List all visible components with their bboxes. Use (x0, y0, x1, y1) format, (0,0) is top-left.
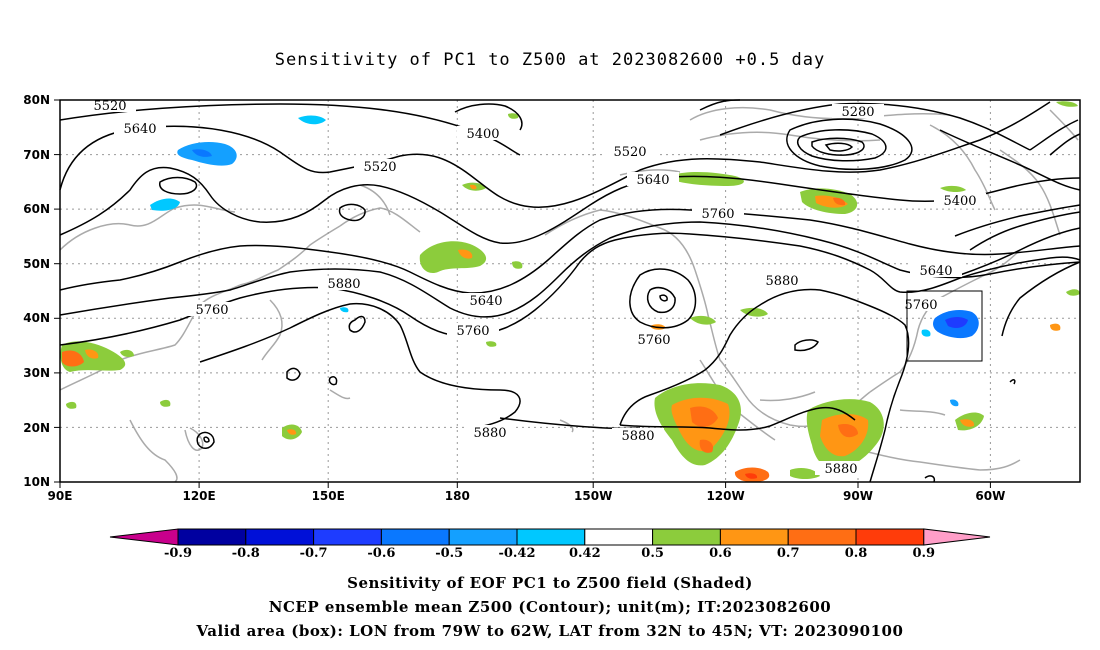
lon-tick-labels: 90E 120E 150E 180 150W 120W 90W 60W (48, 489, 1006, 503)
colorbar-segment (516, 528, 586, 546)
colorbar-label: 0.5 (641, 546, 664, 561)
lat-label-20n: 20N (23, 421, 50, 435)
contour-label: 5640 (123, 122, 156, 137)
contour-label: 5880 (473, 426, 506, 441)
contour-label: 5400 (943, 194, 976, 209)
coastlines (59, 106, 1079, 483)
colorbar-label: -0.7 (300, 546, 328, 561)
colorbar-segment (855, 528, 925, 546)
contour-label: 5280 (841, 105, 874, 120)
contour-label: 5760 (904, 298, 937, 313)
z500-contours (59, 99, 1081, 483)
lon-label-120w: 120W (706, 489, 744, 503)
figure-title: Sensitivity of PC1 to Z500 at 2023082600… (274, 50, 826, 70)
lon-label-60w: 60W (975, 489, 1005, 503)
colorbar-right-triangle (923, 528, 991, 546)
plot-frame (59, 99, 1081, 483)
footer-line-3: Valid area (box): LON from 79W to 62W, L… (196, 622, 904, 640)
lat-label-80n: 80N (23, 93, 50, 107)
lat-label-70n: 70N (23, 148, 50, 162)
lat-tick-labels: 80N 70N 60N 50N 40N 30N 20N 10N (23, 93, 50, 489)
contour-label: 5880 (621, 429, 654, 444)
lat-label-40n: 40N (23, 311, 50, 325)
contour-label: 5640 (469, 294, 502, 309)
contour-label: 5880 (765, 274, 798, 289)
colorbar-segment (177, 528, 247, 546)
colorbar-segment (719, 528, 789, 546)
contour-label: 5760 (701, 207, 734, 222)
contour-label: 5520 (363, 160, 396, 175)
lon-label-90w: 90W (843, 489, 873, 503)
lon-label-150e: 150E (312, 489, 345, 503)
colorbar-label: -0.42 (498, 546, 535, 561)
lon-label-120e: 120E (182, 489, 215, 503)
contour-label: 5520 (613, 145, 646, 160)
contour-label: 5880 (824, 462, 857, 477)
contour-label: 5640 (636, 173, 669, 188)
lon-label-90e: 90E (48, 489, 73, 503)
footer-line-2: NCEP ensemble mean Z500 (Contour); unit(… (268, 598, 832, 616)
lat-label-50n: 50N (23, 257, 50, 271)
colorbar-segment (380, 528, 450, 546)
colorbar-label: 0.7 (777, 546, 800, 561)
axis-ticks (54, 99, 991, 488)
colorbar-label: 0.8 (845, 546, 868, 561)
colorbar-segment (787, 528, 857, 546)
lat-label-30n: 30N (23, 366, 50, 380)
contour-label: 5760 (637, 333, 670, 348)
colorbar-segment (584, 528, 654, 546)
colorbar-label: 0.6 (709, 546, 732, 561)
contour-label: 5880 (327, 277, 360, 292)
contour-label: 5760 (195, 303, 228, 318)
footer-line-1: Sensitivity of EOF PC1 to Z500 field (Sh… (347, 574, 753, 592)
colorbar-label: 0.9 (912, 546, 935, 561)
colorbar-segment (448, 528, 518, 546)
colorbar-label: 0.42 (569, 546, 601, 561)
colorbar-label: -0.9 (164, 546, 192, 561)
contour-label: 5640 (919, 264, 952, 279)
contour-label: 5520 (93, 99, 126, 114)
valid-area-box (906, 290, 983, 362)
colorbar-segment (245, 528, 315, 546)
colorbar-left-triangle (109, 528, 179, 546)
lat-label-60n: 60N (23, 202, 50, 216)
colorbar-label: -0.6 (367, 546, 395, 561)
colorbar-label: -0.5 (435, 546, 463, 561)
lon-label-150w: 150W (574, 489, 612, 503)
lon-label-180: 180 (445, 489, 470, 503)
lat-label-10n: 10N (23, 475, 50, 489)
contour-label: 5760 (456, 324, 489, 339)
colorbar-segment (313, 528, 382, 546)
colorbar-segment (652, 528, 721, 546)
contour-labels: 5520 5640 5520 5400 5280 5520 5640 5760 … (84, 98, 986, 477)
contour-label: 5400 (466, 127, 499, 142)
colorbar: -0.9 -0.8 -0.7 -0.6 -0.5 -0.42 0.42 0.5 … (109, 528, 991, 561)
sensitivity-shading (60, 101, 1080, 482)
colorbar-label: -0.8 (232, 546, 260, 561)
